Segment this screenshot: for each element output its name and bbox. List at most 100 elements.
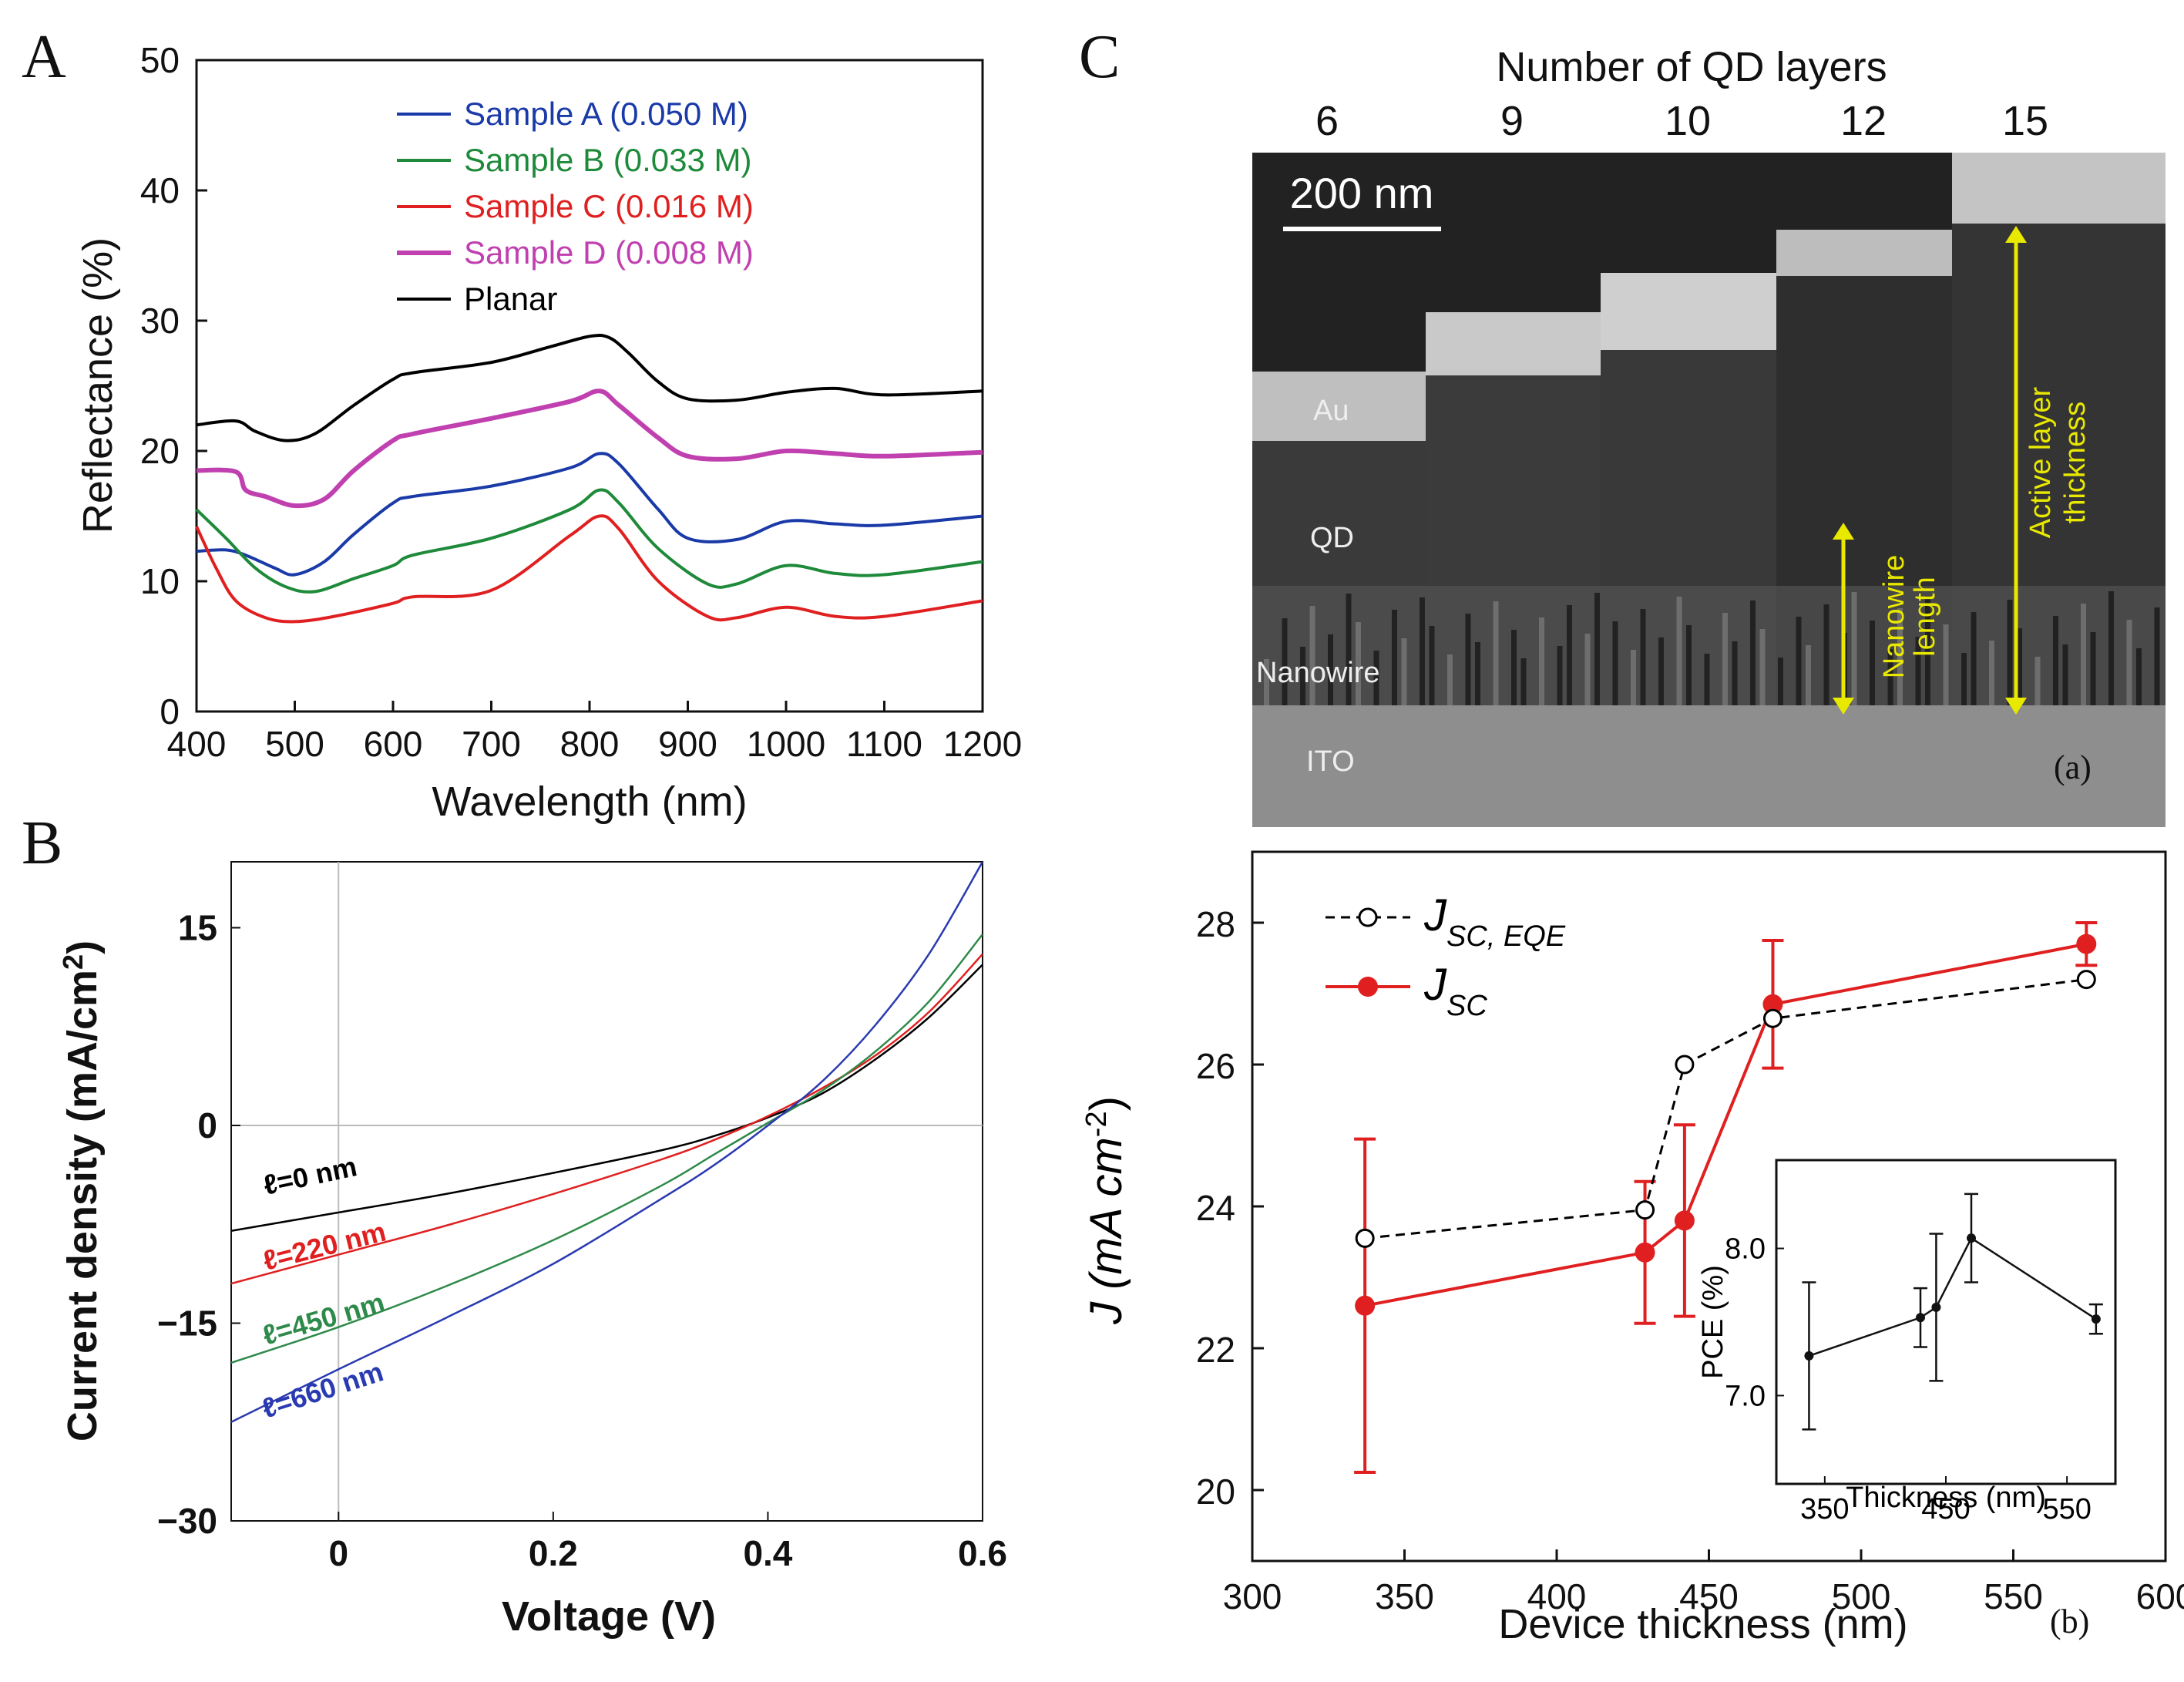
a-legend-label: Sample C (0.016 M) <box>464 188 754 224</box>
sem-title: Number of QD layers <box>1496 44 1887 90</box>
inset-pce-point <box>2091 1314 2101 1324</box>
sem-nanowire <box>1465 614 1471 705</box>
b-series-line-0 <box>231 964 983 1233</box>
sem-label-qd: QD <box>1310 522 1354 554</box>
sem-nanowire <box>1520 658 1527 705</box>
panel-b-ylabel: Current density (mA/cm2) <box>57 940 106 1441</box>
a-xtick-label: 1200 <box>943 724 1022 764</box>
b-curve-label: ℓ=450 nm <box>259 1286 388 1351</box>
a-ytick-label: 0 <box>160 691 180 732</box>
inset-pce-point <box>1804 1351 1814 1361</box>
inset-pce-point <box>1916 1313 1925 1323</box>
sem-layer-count: 12 <box>1840 98 1887 144</box>
c-jsc-eqe-point <box>1635 1200 1655 1220</box>
sem-nanowire <box>2007 600 2013 705</box>
c-ytick-label: 20 <box>1196 1472 1235 1512</box>
a-xtick-label: 600 <box>364 724 423 764</box>
sem-nanowire <box>1429 626 1435 705</box>
c-ytick-label: 24 <box>1196 1188 1235 1228</box>
sem-nanowire <box>1732 641 1738 705</box>
panel-b-frame <box>230 861 983 1522</box>
sem-nanowire <box>1373 651 1379 705</box>
sem-nanowire <box>2062 644 2068 705</box>
panel-a-letter: A <box>22 23 66 91</box>
sem-nanowire <box>1806 645 1811 705</box>
a-legend-label: Sample A (0.050 M) <box>464 96 748 132</box>
b-xtick-label: 0.2 <box>529 1533 578 1573</box>
b-series-line-1 <box>231 953 983 1285</box>
sem-nanowire <box>1686 625 1692 705</box>
c-jsc-point <box>2076 934 2097 954</box>
active-layer-arrow: Active layer thickness <box>2005 226 2092 715</box>
panel-c-sublabel: (b) <box>2050 1603 2089 1640</box>
panel-c-letter: C <box>1079 23 1120 91</box>
sem-nanowire <box>2053 616 2058 705</box>
sem-nanowire <box>1658 637 1664 705</box>
inset-ytick-label: 8.0 <box>1725 1233 1766 1266</box>
b-ytick-label: 15 <box>178 908 217 948</box>
a-ytick-label: 30 <box>140 301 180 341</box>
b-series-line-3 <box>231 862 983 1423</box>
panel-b-jv-chart: B 0 0.2 0.4 0.6 −30 −15 0 15 ℓ=0 nm ℓ=220 nm ℓ=45… <box>22 809 1007 1640</box>
sem-nanowire <box>1796 617 1802 705</box>
sem-nanowire <box>1631 650 1636 705</box>
c-xtick-label: 600 <box>2136 1576 2184 1616</box>
a-legend-label: Sample D (0.008 M) <box>464 234 754 271</box>
a-xtick-label: 500 <box>265 724 324 764</box>
panel-c-legend: JSC, EQE JSC <box>1326 890 1566 1022</box>
sem-nanowire <box>1823 604 1830 705</box>
sem-nanowire <box>1567 605 1572 705</box>
c-jsc-point <box>1355 1295 1376 1316</box>
a-xtick-label: 800 <box>560 724 620 764</box>
c-jsc-point <box>1674 1210 1695 1231</box>
panel-c-sem-image: C Number of QD layers 6 9 10 12 15 <box>1079 23 2166 827</box>
sem-nanowire <box>1584 634 1591 705</box>
sem-nanowire <box>1851 592 1857 705</box>
sem-nanowire <box>1264 659 1269 705</box>
sem-nanowire <box>1493 601 1499 705</box>
sem-nanowire <box>1475 642 1480 705</box>
panel-c-ylabel: J (mA cm-2) <box>1080 1096 1131 1325</box>
a-ytick-label: 20 <box>140 431 180 471</box>
b-curve-label: ℓ=0 nm <box>260 1150 360 1201</box>
sem-nanowire <box>1943 624 1949 705</box>
sem-nanowire <box>1420 597 1425 705</box>
c-ytick-label: 22 <box>1196 1330 1235 1370</box>
sem-au-2 <box>1426 312 1601 375</box>
c-xtick-label: 500 <box>1832 1576 1891 1616</box>
sem-nanowire <box>1759 629 1766 705</box>
a-legend-label: Planar <box>464 281 557 317</box>
sem-nanowire <box>1897 608 1903 705</box>
a-ytick-label: 50 <box>140 40 180 80</box>
a-series-line-1 <box>195 488 983 594</box>
sem-layer-count: 10 <box>1665 98 1711 144</box>
sem-nanowire <box>1401 638 1407 705</box>
panel-b-letter: B <box>22 809 62 877</box>
a-ytick-label: 40 <box>140 170 180 210</box>
inset-frame <box>1775 1159 2117 1485</box>
b-curve-label: ℓ=660 nm <box>258 1355 387 1424</box>
c-ytick-label: 28 <box>1196 904 1235 944</box>
sem-label-ito: ITO <box>1306 745 1355 778</box>
nanowire-length-arrow: Nanowire length <box>1833 523 1941 715</box>
sem-nanowire <box>1887 649 1893 705</box>
sem-nanowire <box>2017 628 2022 705</box>
c-xtick-label: 300 <box>1223 1576 1282 1616</box>
a-xtick-label: 900 <box>658 724 717 764</box>
sem-nanowire <box>1989 641 1994 705</box>
b-curve-label: ℓ=220 nm <box>260 1216 389 1277</box>
sem-nanowire <box>1539 617 1544 705</box>
sem-label-nanowire: Nanowire <box>1256 657 1380 689</box>
sem-nanowire <box>1961 653 1967 705</box>
sem-label-au: Au <box>1313 395 1349 427</box>
inset-ylabel: PCE (%) <box>1697 1265 1729 1379</box>
c-jsc-point <box>1762 994 1783 1014</box>
c-ytick-label: 26 <box>1196 1046 1235 1086</box>
sem-micrograph: 200 nm Au QD Nanowire ITO Nanowire lengt… <box>1252 153 2166 827</box>
sem-nanowire <box>1750 600 1756 705</box>
panel-b-xlabel: Voltage (V) <box>502 1593 716 1640</box>
a-xtick-label: 400 <box>167 724 227 764</box>
panel-a-ylabel: Reflectance (%) <box>75 237 121 533</box>
panel-a-reflectance-chart: A 400 500 600 700 800 900 1000 1100 1200 0 10 20 30 4… <box>22 23 1022 825</box>
legend-jsc-label: JSC <box>1423 960 1487 1022</box>
